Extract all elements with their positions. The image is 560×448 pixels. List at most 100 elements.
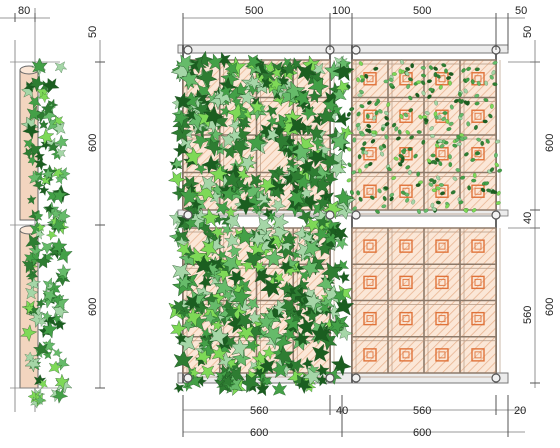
small-leaf-icon — [457, 98, 462, 104]
small-leaf-icon — [388, 78, 394, 82]
small-leaf-icon — [389, 192, 395, 198]
small-leaf-icon — [456, 142, 462, 147]
small-leaf-icon — [495, 139, 501, 144]
small-leaf-icon — [463, 100, 469, 105]
small-leaf-icon — [435, 200, 441, 205]
small-leaf-icon — [444, 68, 448, 74]
small-leaf-icon — [406, 84, 411, 89]
small-leaf-icon — [421, 80, 426, 85]
small-leaf-icon — [374, 110, 379, 116]
small-leaf-icon — [434, 143, 440, 148]
small-leaf-icon — [448, 154, 452, 160]
small-leaf-icon — [441, 116, 446, 121]
planter-pot-icon — [399, 275, 413, 290]
small-leaf-icon — [383, 79, 389, 84]
small-leaf-icon — [421, 139, 426, 145]
small-leaf-icon — [367, 100, 372, 105]
small-leaf-icon — [489, 74, 494, 80]
small-leaf-icon — [428, 182, 434, 187]
small-leaf-icon — [433, 111, 438, 117]
small-leaf-icon — [490, 189, 495, 194]
small-leaf-icon — [357, 154, 362, 160]
small-leaf-icon — [463, 88, 468, 94]
small-leaf-icon — [437, 139, 443, 143]
small-leaf-icon — [442, 111, 448, 115]
small-leaf-icon — [435, 157, 440, 162]
small-leaf-icon — [378, 109, 383, 114]
small-leaf-icon — [465, 77, 470, 83]
small-leaf-icon — [370, 195, 375, 200]
side-section-view — [10, 8, 74, 412]
small-leaf-icon — [470, 79, 475, 85]
small-leaf-icon — [433, 66, 438, 71]
small-leaf-icon — [349, 190, 354, 195]
small-leaf-icon — [446, 127, 452, 131]
small-leaf-icon — [346, 112, 351, 117]
bolt-icon — [351, 373, 361, 383]
small-leaf-icon — [400, 158, 405, 164]
small-leaf-icon — [463, 208, 468, 213]
small-leaf-icon — [405, 165, 411, 170]
dim-bottom-40: 40 — [336, 405, 348, 417]
small-leaf-icon — [374, 101, 379, 106]
small-leaf-icon — [357, 93, 363, 98]
dim-top-80: 80 — [18, 5, 30, 17]
planter-pot-icon — [363, 239, 377, 253]
dim-right-600-lower: 600 — [544, 298, 556, 316]
small-leaf-icon — [486, 188, 492, 193]
planter-pot-icon — [399, 239, 413, 253]
small-leaf-icon — [427, 94, 432, 99]
planter-pot-icon — [471, 311, 485, 326]
small-leaf-icon — [400, 190, 406, 195]
planter-pot-icon — [435, 239, 449, 253]
ivy-leaf-icon — [337, 269, 353, 285]
dim-top-100: 100 — [332, 5, 350, 17]
small-leaf-icon — [452, 176, 458, 181]
small-leaf-icon — [403, 112, 409, 118]
small-leaf-icon — [458, 200, 464, 205]
small-leaf-icon — [426, 158, 432, 164]
small-leaf-icon — [495, 201, 501, 205]
dimension-labels: 80 500 100 500 50 50 600 600 50 600 40 5… — [18, 5, 556, 439]
ivy-leaf-icon — [44, 227, 59, 242]
small-leaf-icon — [394, 126, 399, 132]
small-leaf-icon — [440, 191, 445, 196]
small-leaf-icon — [494, 162, 499, 168]
small-leaf-icon — [346, 178, 352, 183]
planter-pot-icon — [471, 109, 485, 123]
small-leaf-icon — [391, 122, 397, 128]
small-leaf-icon — [396, 136, 401, 141]
right-upper-panel — [346, 59, 502, 215]
small-leaf-icon — [405, 197, 410, 203]
small-leaf-icon — [366, 123, 372, 129]
dim-side-600-lower: 600 — [87, 298, 99, 316]
small-leaf-icon — [461, 68, 466, 73]
small-leaf-icon — [428, 65, 434, 70]
small-leaf-icon — [409, 135, 414, 140]
small-leaf-icon — [434, 100, 438, 106]
planter-pot-icon — [471, 239, 485, 253]
planter-pot-icon — [399, 184, 413, 198]
small-leaf-icon — [423, 118, 429, 123]
small-leaf-icon — [466, 66, 471, 71]
small-leaf-icon — [467, 185, 471, 191]
small-leaf-icon — [372, 115, 377, 121]
small-leaf-icon — [488, 113, 493, 119]
small-leaf-icon — [458, 91, 462, 97]
small-leaf-icon — [379, 145, 384, 150]
small-leaf-icon — [430, 134, 435, 138]
dim-top-500-right: 500 — [413, 5, 431, 17]
bolt-icon — [183, 210, 193, 220]
small-leaf-icon — [438, 84, 443, 90]
ivy-leaf-icon — [51, 346, 64, 359]
small-leaf-icon — [373, 66, 379, 71]
small-leaf-icon — [370, 139, 376, 144]
small-leaf-icon — [430, 153, 436, 158]
ivy-leaf-icon — [271, 381, 288, 396]
bolt-icon — [351, 210, 361, 220]
small-leaf-icon — [375, 209, 380, 214]
small-leaf-icon — [418, 114, 423, 120]
small-leaf-icon — [474, 101, 480, 106]
small-leaf-icon — [382, 196, 387, 201]
small-leaf-icon — [430, 202, 435, 208]
